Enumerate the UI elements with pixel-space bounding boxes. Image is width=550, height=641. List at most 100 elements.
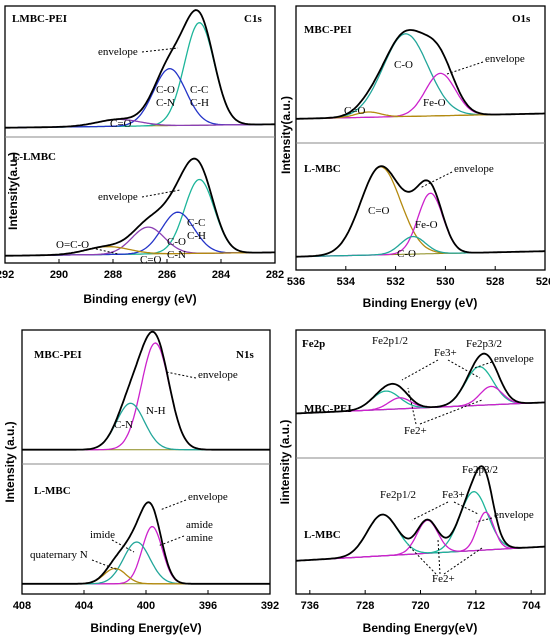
n1s-bot-amide-pointer [157,535,185,547]
x-tick-label: 400 [137,600,155,612]
envelope-line [5,9,275,129]
fe2p-top-p32-label: Fe2p3/2 [466,338,502,350]
c1s-bot-ch-label: C-H [187,230,206,242]
o1s-xlabel: Binding Energy (eV) [363,296,478,310]
x-tick-label: 292 [0,269,14,281]
c1s-x-ticks: 292 290 288 286 284 282 [0,259,284,281]
fe2p-bot-fe3-label: Fe3+ [442,489,465,501]
o1s-top-envelope-pointer [446,61,484,75]
n1s-xlabel: Binding Energy(eV) [90,621,201,635]
envelope-line [296,165,545,258]
c1s-top-co-label: C-O [156,84,175,96]
x-tick-label: 282 [266,269,284,281]
c1s-top-plot [5,9,275,129]
c1s-bot-ocoo-pointer [91,247,119,255]
fe2p-sample-top: MBC-PEI [304,403,352,415]
x-tick-label: 404 [75,600,94,612]
component-peak-line [296,72,545,120]
component-peak-line [22,567,270,585]
n1s-bot-envelope-pointer [159,499,187,511]
c1s-bot-co-label: C-O [167,236,186,248]
x-tick-label: 720 [411,600,429,612]
c1s-top-cn-label: C-N [156,97,175,109]
fe2p-bot-fe3-pointer-b [453,501,479,515]
n1s-bot-amine-label: amine [186,532,213,544]
fe2p-bot-envelope-label: envelope [494,509,534,521]
n1s-title: N1s [236,349,254,361]
envelope-line [22,501,270,585]
c1s-bot-envelope-label: envelope [98,191,138,203]
fe2p-bot-fe2-pointer-b [437,539,441,575]
c1s-bot-cn-label: C-N [167,249,186,261]
fe2p-bot-p12-label: Fe2p1/2 [380,489,416,501]
c1s-top-c=o-label: C=O [110,118,132,130]
x-tick-label: 408 [13,600,31,612]
c1s-bot-ocoo-label: O=C-O [56,239,89,251]
fe2p-title: Fe2p [302,338,325,350]
o1s-bot-feo-label: Fe-O [415,219,438,231]
n1s-top-plot [22,330,270,451]
o1s-bot-co-label: C-O [397,248,416,260]
o1s-top-c=o-label: C=O [344,105,366,117]
x-tick-label: 534 [337,276,356,288]
c1s-top-ch-label: C-H [190,97,209,109]
panel-fe2p: Fe2p MBC-PEI L-MBC Fe2p1/2 Fe3+ Fe2p3/2 … [295,329,546,635]
fe3-base: Fe3+ [434,347,457,359]
o1s-frame [295,5,546,271]
fe2p-bot-p32-label: Fe2p3/2 [462,464,498,476]
fe2p-sample-bottom: L-MBC [304,529,341,541]
o1s-sample-bottom: L-MBC [304,163,341,175]
n1s-bot-envelope-label: envelope [188,491,228,503]
x-tick-label: 526 [536,276,550,288]
fe2p-top-fe3-pointer-a [401,359,439,381]
fe2p-frame [295,329,546,595]
c1s-bottom-plot [4,157,275,257]
fe2p-top-plot [296,352,546,415]
o1s-top-plot [296,29,545,120]
fe2p-bottom-plot [295,465,546,562]
ylabel-c1s: Intensity(a.u.) [6,152,20,230]
c1s-bot-cc-label: C-C [187,217,205,229]
o1s-top-envelope-label: envelope [485,53,525,65]
fe2p-bot-fe3-pointer-a [411,501,449,521]
fe2p-top-fe3-label: Fe3+ [434,347,457,359]
o1s-bot-c=o-label: C=O [368,205,390,217]
fe2p-xlabel: Bending Energy(eV) [363,621,478,635]
o1s-bottom-plot [296,165,545,258]
o1s-x-ticks: 536 534 532 530 528 526 [287,266,550,288]
n1s-bottom-plot [22,501,270,585]
x-tick-label: 396 [199,600,217,612]
c1s-bot-envelope-pointer [141,189,181,198]
ylabel-fe2p: Iintensity (a.u.) [278,420,292,505]
envelope-line [296,352,546,415]
fe2p-bot-envelope-pointer [475,517,493,523]
x-tick-label: 530 [436,276,454,288]
fe2p-bot-fe2-label: Fe2+ [432,573,455,585]
fe2p-bot-fe2-pointer-a [407,544,437,575]
x-tick-label: 532 [386,276,404,288]
n1s-bot-quaternary-pointer [91,559,119,571]
envelope-line [22,330,270,451]
fe2p-top-fe2-pointer-b [419,399,483,425]
envelope-line [4,157,275,257]
n1s-top-nh-label: N-H [146,405,166,417]
o1s-bot-envelope-label: envelope [454,163,494,175]
component-peak-line [4,178,275,257]
fe2p-top-envelope-pointer [473,361,493,369]
n1s-sample-top: MBC-PEI [34,349,82,361]
ylabel-o1s: Intensity(a.u.) [279,96,293,174]
c1s-xlabel: Binding energy (eV) [83,292,196,306]
n1s-sample-bottom: L-MBC [34,485,71,497]
c1s-frame [4,5,276,264]
n1s-bot-imide-pointer [111,539,135,553]
x-tick-label: 536 [287,276,305,288]
n1s-x-ticks: 408 404 400 396 392 [13,590,279,612]
panel-c1s: LMBC-PEI C1s L-LMBC envelope C-O C-N C-C… [0,5,284,306]
c1s-top-envelope-label: envelope [98,46,138,58]
x-tick-label: 288 [104,269,122,281]
x-tick-label: 392 [261,600,279,612]
ylabel-n1s: Intensity (a.u.) [3,421,17,502]
n1s-top-envelope-label: envelope [198,369,238,381]
fe2p-x-ticks: 736 728 720 712 704 [301,590,541,612]
